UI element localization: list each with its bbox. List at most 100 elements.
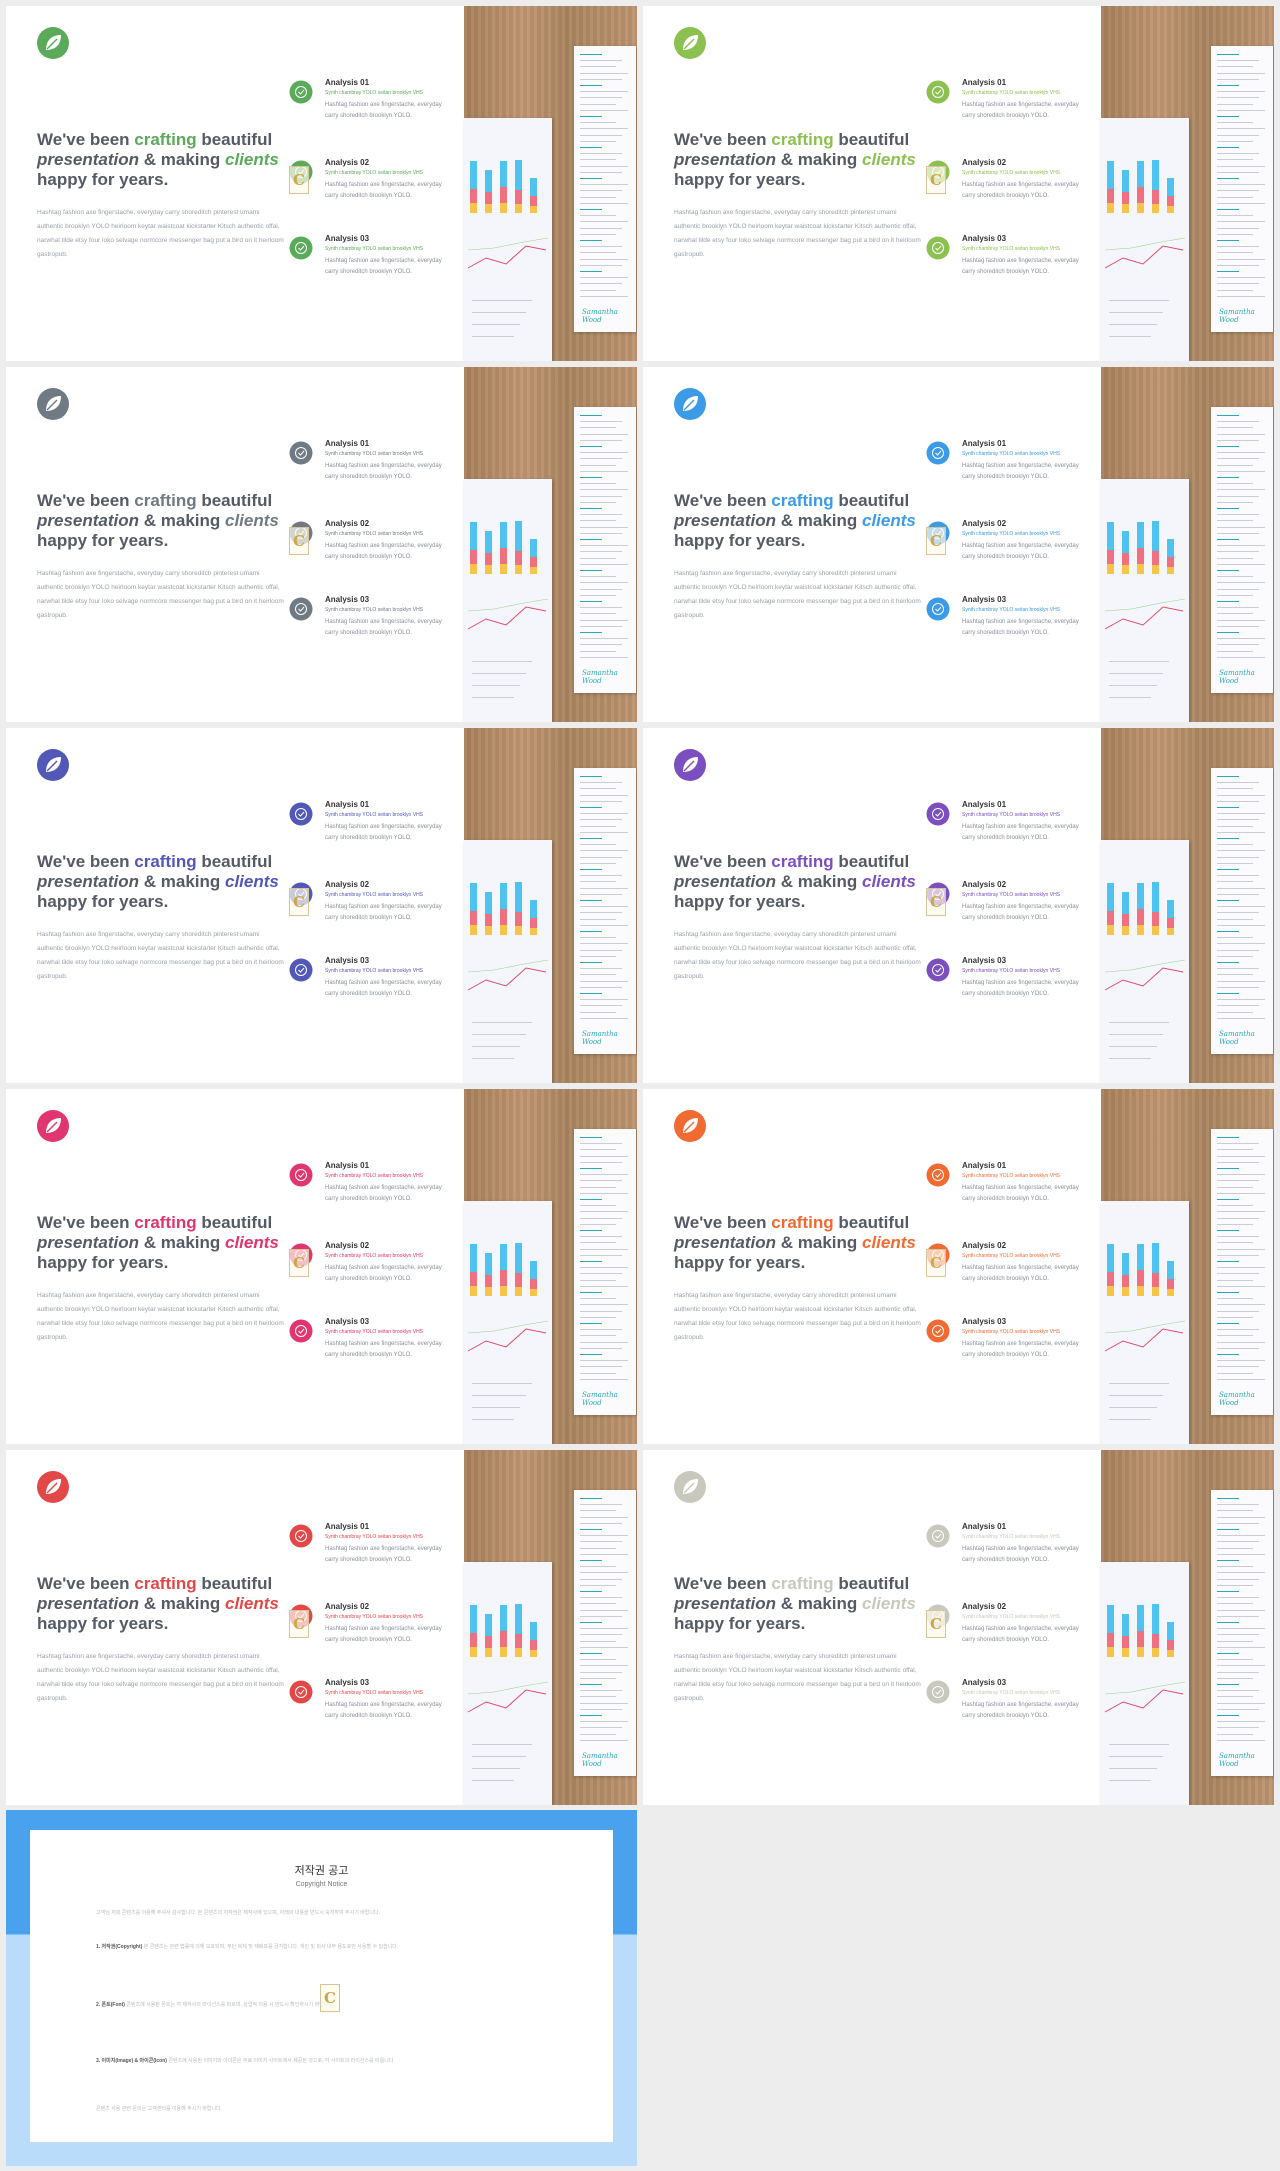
headline-text: We've been <box>37 1574 135 1593</box>
paper-text-line <box>580 594 616 596</box>
paper-text-line <box>1217 1267 1265 1269</box>
analysis-body: Hashtag fashion axe fingerstache, everyd… <box>962 619 1079 636</box>
bar-segment <box>1107 1633 1114 1647</box>
bar-segment <box>1167 206 1174 213</box>
headline-italic: presentation <box>674 150 777 169</box>
paper-text-line <box>580 1304 628 1306</box>
analysis-subtitle: Synth chambray YOLO seitan brooklyn VHS <box>962 1329 1061 1335</box>
bar-segment <box>470 1605 477 1633</box>
analysis-item: Analysis 03 Synth chambray YOLO seitan br… <box>926 1678 1079 1738</box>
paper-text-line <box>472 1383 532 1384</box>
bar-segment <box>515 1273 522 1287</box>
analysis-title: Analysis 02 <box>962 519 1007 528</box>
paper-text-line <box>580 116 602 117</box>
paper-text-line <box>580 625 622 627</box>
bar-segment <box>1107 925 1114 935</box>
paper-text-line <box>580 570 602 571</box>
paper-text-line <box>580 1298 616 1300</box>
bar-segment <box>515 204 522 213</box>
paper-text-line <box>580 1261 602 1262</box>
paper-text-line <box>580 1248 628 1250</box>
bar-segment <box>470 1244 477 1272</box>
chart-paper <box>464 118 552 361</box>
paper-text-line <box>580 128 628 130</box>
paper-text-line <box>580 171 622 173</box>
paper-text-line <box>580 813 628 815</box>
paper-text-line <box>580 495 622 497</box>
headline-text: happy for years. <box>37 170 169 189</box>
paper-text-line <box>1217 1205 1253 1207</box>
paper-text-line <box>580 190 622 192</box>
paper-text-line <box>580 54 602 55</box>
report-paper: Samantha Wood <box>1211 1129 1273 1415</box>
analysis-body: Hashtag fashion axe fingerstache, everyd… <box>962 1626 1079 1643</box>
paper-text-line <box>580 1733 616 1735</box>
bar-segment <box>1107 1272 1114 1286</box>
paper-text-line <box>580 850 628 852</box>
paper-text-line <box>1217 78 1259 80</box>
paper-text-line <box>1217 999 1265 1001</box>
bar-segment <box>500 161 507 187</box>
paper-text-line <box>580 66 616 68</box>
paper-text-line <box>580 1285 628 1287</box>
bar-segment <box>500 187 507 203</box>
leaf-logo-icon <box>673 1470 707 1504</box>
paper-text-line <box>580 1329 622 1331</box>
paper-text-line <box>1217 1547 1253 1549</box>
leaf-logo-icon <box>673 1109 707 1143</box>
headline-accent: clients <box>225 150 279 169</box>
paper-text-line <box>580 91 628 93</box>
analysis-item: Analysis 02 Synth chambray YOLO seitan br… <box>289 1602 442 1662</box>
bar-segment <box>485 1648 492 1657</box>
analysis-body: Hashtag fashion axe fingerstache, everyd… <box>962 258 1079 275</box>
paper-text-line <box>1217 483 1253 485</box>
bar-segment <box>470 911 477 925</box>
analysis-subtitle: Synth chambray YOLO seitan brooklyn VHS <box>325 607 424 613</box>
analysis-body: Hashtag fashion axe fingerstache, everyd… <box>325 102 442 119</box>
headline-text: We've been <box>674 1574 772 1593</box>
paper-text-line <box>580 295 628 297</box>
bar-segment <box>1137 909 1144 925</box>
bar-segment <box>485 204 492 213</box>
paper-text-line <box>580 1199 602 1200</box>
headline-italic: presentation <box>37 150 140 169</box>
headline-text: & making <box>139 872 225 891</box>
paper-text-line <box>1217 421 1259 423</box>
paper-text-line <box>580 1279 616 1281</box>
analysis-subtitle: Synth chambray YOLO seitan brooklyn VHS <box>325 1173 424 1179</box>
headline-italic: presentation <box>674 1233 777 1252</box>
bar-segment <box>1137 161 1144 187</box>
paper-text-line <box>1217 1535 1265 1537</box>
slide-headline: We've been crafting beautiful presentatio… <box>674 491 934 551</box>
paper-text-line <box>1217 1223 1253 1225</box>
analysis-subtitle: Synth chambray YOLO seitan brooklyn VHS <box>962 1253 1061 1259</box>
paper-text-line <box>1217 439 1259 441</box>
paper-text-line <box>580 545 628 547</box>
paper-text-line <box>580 924 628 926</box>
check-circle-icon <box>289 1163 313 1187</box>
bar-segment <box>500 203 507 213</box>
paper-text-line <box>580 526 628 528</box>
paper-text-line <box>580 557 616 559</box>
paper-text-line <box>580 252 616 254</box>
analysis-subtitle: Synth chambray YOLO seitan brooklyn VHS <box>325 1614 424 1620</box>
paper-text-line <box>1217 980 1265 982</box>
body-paragraph: Hashtag fashion axe fingerstache, everyd… <box>674 1292 921 1341</box>
signature: Samantha Wood <box>1219 1391 1255 1407</box>
headline-text: & making <box>776 511 862 530</box>
analysis-item: Analysis 01 Synth chambray YOLO seitan br… <box>289 78 442 138</box>
paper-text-line <box>580 221 628 223</box>
paper-text-line <box>580 1622 602 1623</box>
analysis-item: Analysis 03 Synth chambray YOLO seitan br… <box>926 956 1079 1016</box>
bar-segment <box>1167 1622 1174 1640</box>
chart-paper <box>1101 1562 1189 1805</box>
paper-text-line <box>580 613 616 615</box>
paper-text-line <box>1217 1516 1265 1518</box>
report-paper: Samantha Wood <box>1211 1490 1273 1776</box>
paper-text-line <box>1217 283 1259 285</box>
paper-text-line <box>1217 931 1239 932</box>
analysis-subtitle: Synth chambray YOLO seitan brooklyn VHS <box>962 531 1061 537</box>
paper-text-line <box>580 819 622 821</box>
headline-accent: crafting <box>771 130 834 149</box>
paper-text-line <box>1217 153 1259 155</box>
